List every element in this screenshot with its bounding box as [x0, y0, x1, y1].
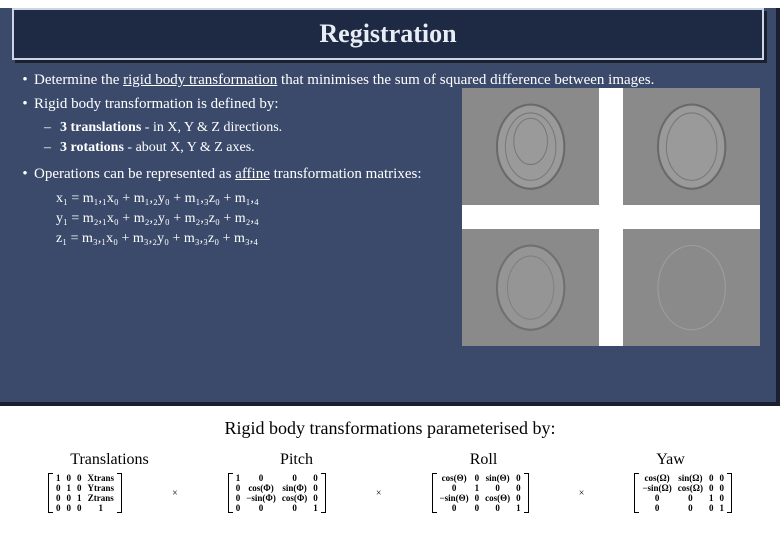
b3-underline: affine: [235, 166, 270, 182]
b1-underline: rigid body transformation: [123, 72, 277, 88]
b3-pre: Operations can be represented as: [34, 166, 235, 182]
brain-icon: [469, 235, 592, 340]
equation-block: x₁ = m₁,₁x₀ + m₁,₂y₀ + m₁,₃z₀ + m₁,₄ y₁ …: [56, 189, 426, 250]
matrix-equation: 100Xtrans010Ytrans001Ztrans0001 × 10000c…: [16, 473, 764, 513]
title-bar: Registration: [12, 8, 764, 60]
matrix-yaw: cos(Ω)sin(Ω)00−sin(Ω)cos(Ω)0000100001: [634, 473, 732, 513]
s1-bold: 3 translations: [60, 120, 141, 135]
sub-1: – 3 translations - in X, Y & Z direction…: [44, 119, 426, 138]
times-icon: ×: [170, 488, 180, 499]
brain-top-right: [623, 88, 760, 205]
matrix-pitch: 10000cos(Φ)sin(Φ)00−sin(Φ)cos(Φ)00001: [228, 473, 326, 513]
s2-bold: 3 rotations: [60, 140, 124, 155]
times-icon: ×: [374, 488, 384, 499]
col-roll: Roll: [390, 451, 577, 473]
eq-1: x₁ = m₁,₁x₀ + m₁,₂y₀ + m₁,₃z₀ + m₁,₄: [56, 189, 426, 209]
label-roll: Roll: [390, 451, 577, 469]
left-column: • Rigid body transformation is defined b…: [16, 94, 426, 249]
b1-post: that minimises the sum of squared differ…: [277, 72, 654, 88]
slide-upper: Registration • Determine the rigid body …: [0, 8, 780, 406]
param-labels-row: Translations Pitch Roll Yaw: [16, 451, 764, 473]
eq-2: y₁ = m₂,₁x₀ + m₂,₂y₀ + m₂,₃z₀ + m₂,₄: [56, 209, 426, 229]
b3-post: transformation matrixes:: [270, 166, 422, 182]
label-translations: Translations: [16, 451, 203, 469]
brain-icon: [469, 94, 592, 199]
brain-icon: [630, 235, 753, 340]
col-yaw: Yaw: [577, 451, 764, 473]
matrix-roll: cos(Θ)0sin(Θ)00100−sin(Θ)0cos(Θ)00001: [432, 473, 529, 513]
b2-text: Rigid body transformation is defined by:: [34, 94, 426, 114]
bullet-2: • Rigid body transformation is defined b…: [16, 94, 426, 114]
slide-lower: Rigid body transformations parameterised…: [0, 406, 780, 513]
label-pitch: Pitch: [203, 451, 390, 469]
s1-post: - in X, Y & Z directions.: [141, 120, 282, 135]
slide-title: Registration: [319, 19, 456, 49]
col-translations: Translations: [16, 451, 203, 473]
brain-icon: [630, 94, 753, 199]
eq-3: z₁ = m₃,₁x₀ + m₃,₂y₀ + m₃,₃z₀ + m₃,₄: [56, 229, 426, 249]
col-pitch: Pitch: [203, 451, 390, 473]
matrix-translations: 100Xtrans010Ytrans001Ztrans0001: [48, 473, 122, 513]
content-area: • Determine the rigid body transformatio…: [16, 70, 760, 249]
bullet-3: • Operations can be represented as affin…: [16, 164, 426, 184]
brain-top-left: [462, 88, 599, 205]
label-yaw: Yaw: [577, 451, 764, 469]
brain-bottom-left: [462, 229, 599, 346]
sub-2: – 3 rotations - about X, Y & Z axes.: [44, 139, 426, 158]
brain-image-grid: [462, 88, 760, 346]
param-title: Rigid body transformations parameterised…: [16, 418, 764, 439]
times-icon: ×: [577, 488, 587, 499]
s2-post: - about X, Y & Z axes.: [124, 140, 255, 155]
brain-bottom-right: [623, 229, 760, 346]
b1-pre: Determine the: [34, 72, 123, 88]
